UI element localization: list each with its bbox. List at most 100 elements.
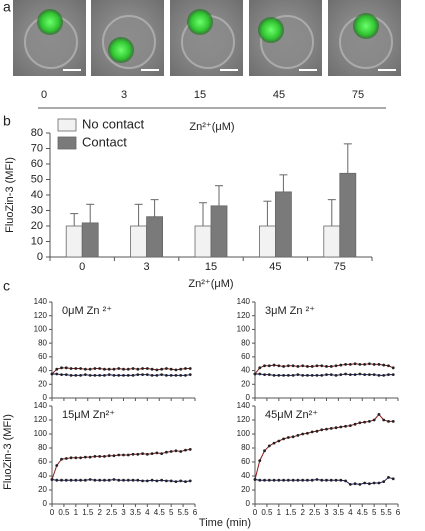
data-point [310,430,314,434]
data-point [267,478,271,482]
data-point [55,478,59,482]
y-tick-label: 60 [31,158,43,170]
data-point [184,480,187,483]
data-point [145,367,149,370]
data-point [282,478,285,482]
data-point [79,367,82,370]
data-point [334,478,338,482]
x-tick-label: 5 [169,508,174,517]
series-line [52,373,191,376]
data-point [348,373,352,377]
data-point [277,364,281,368]
data-point [188,373,192,377]
y-tick-label: 120 [237,415,251,424]
data-point [64,478,68,482]
axis-label: Zn²⁺(μM) [189,121,234,133]
data-point [169,479,173,483]
data-point [315,364,319,368]
data-point [174,480,178,483]
y-tick-label: 50 [31,173,43,185]
x-tick-label: 3.5 [130,508,142,517]
data-point [141,373,144,377]
data-point [291,435,295,439]
x-tick-label: 2.5 [106,508,118,517]
panel-label: a [3,0,11,15]
data-point [286,478,290,482]
data-point [60,478,63,482]
data-point [83,373,87,377]
panel-label: b [3,113,11,129]
data-point [69,456,73,460]
data-point [64,373,68,377]
x-tick-label: 6 [193,508,198,517]
data-point [344,363,347,366]
data-point [179,450,183,453]
x-tick-label: 2 [97,508,102,517]
x-tick-label: 1 [74,508,79,517]
data-point [263,449,266,453]
data-point [103,478,106,482]
data-point [126,367,130,371]
data-point [64,366,68,370]
y-tick-label: 140 [237,401,251,410]
data-point [122,373,125,377]
data-point [306,478,309,482]
data-point [174,373,178,377]
series-line [254,413,394,480]
y-tick-label: 40 [241,471,250,480]
data-point [310,478,314,482]
data-point [306,365,309,368]
data-point [291,478,295,482]
data-point [363,481,367,485]
chart-title: 45μM Zn²⁺ [265,409,318,421]
data-point [296,478,300,482]
y-tick-label: 70 [31,142,43,154]
data-point [258,459,262,462]
y-tick-label: 80 [241,338,250,347]
data-point [136,373,140,377]
data-point [131,452,135,456]
data-point [165,367,168,370]
data-point [98,367,102,370]
fluorescent-cell [258,17,284,43]
y-tick-label: 0 [246,393,251,402]
data-point [363,420,367,424]
x-tick-label: 15 [205,261,217,273]
data-point [306,373,309,377]
x-tick-label: 5.5 [381,508,393,517]
data-point [98,478,102,482]
data-point [339,425,343,429]
data-point [55,367,59,371]
data-point [368,362,371,366]
bar [210,205,228,258]
x-tick-label: 2 [300,508,305,517]
data-point [296,373,300,377]
bar [274,191,292,258]
y-tick-label: 100 [237,429,251,438]
data-point [344,424,347,428]
data-point [277,478,281,482]
data-point [334,373,338,377]
data-point [272,373,276,377]
data-point [291,373,295,377]
data-point [98,455,102,458]
data-point [83,455,87,459]
data-point [88,367,92,371]
data-point [325,373,328,377]
x-tick-label: 4 [348,508,353,517]
x-tick-label: 4.5 [357,508,369,517]
data-point [258,372,262,376]
data-point [126,373,130,377]
data-point [258,366,262,370]
data-point [145,479,149,483]
data-point [391,420,395,423]
data-point [301,432,305,436]
x-tick-label: 3 [324,508,329,517]
data-point [325,427,328,431]
data-point [160,452,164,455]
x-tick-label: 45 [269,261,281,273]
data-point [382,363,386,367]
data-point [387,373,390,377]
data-point [145,373,149,377]
data-point [69,367,73,370]
